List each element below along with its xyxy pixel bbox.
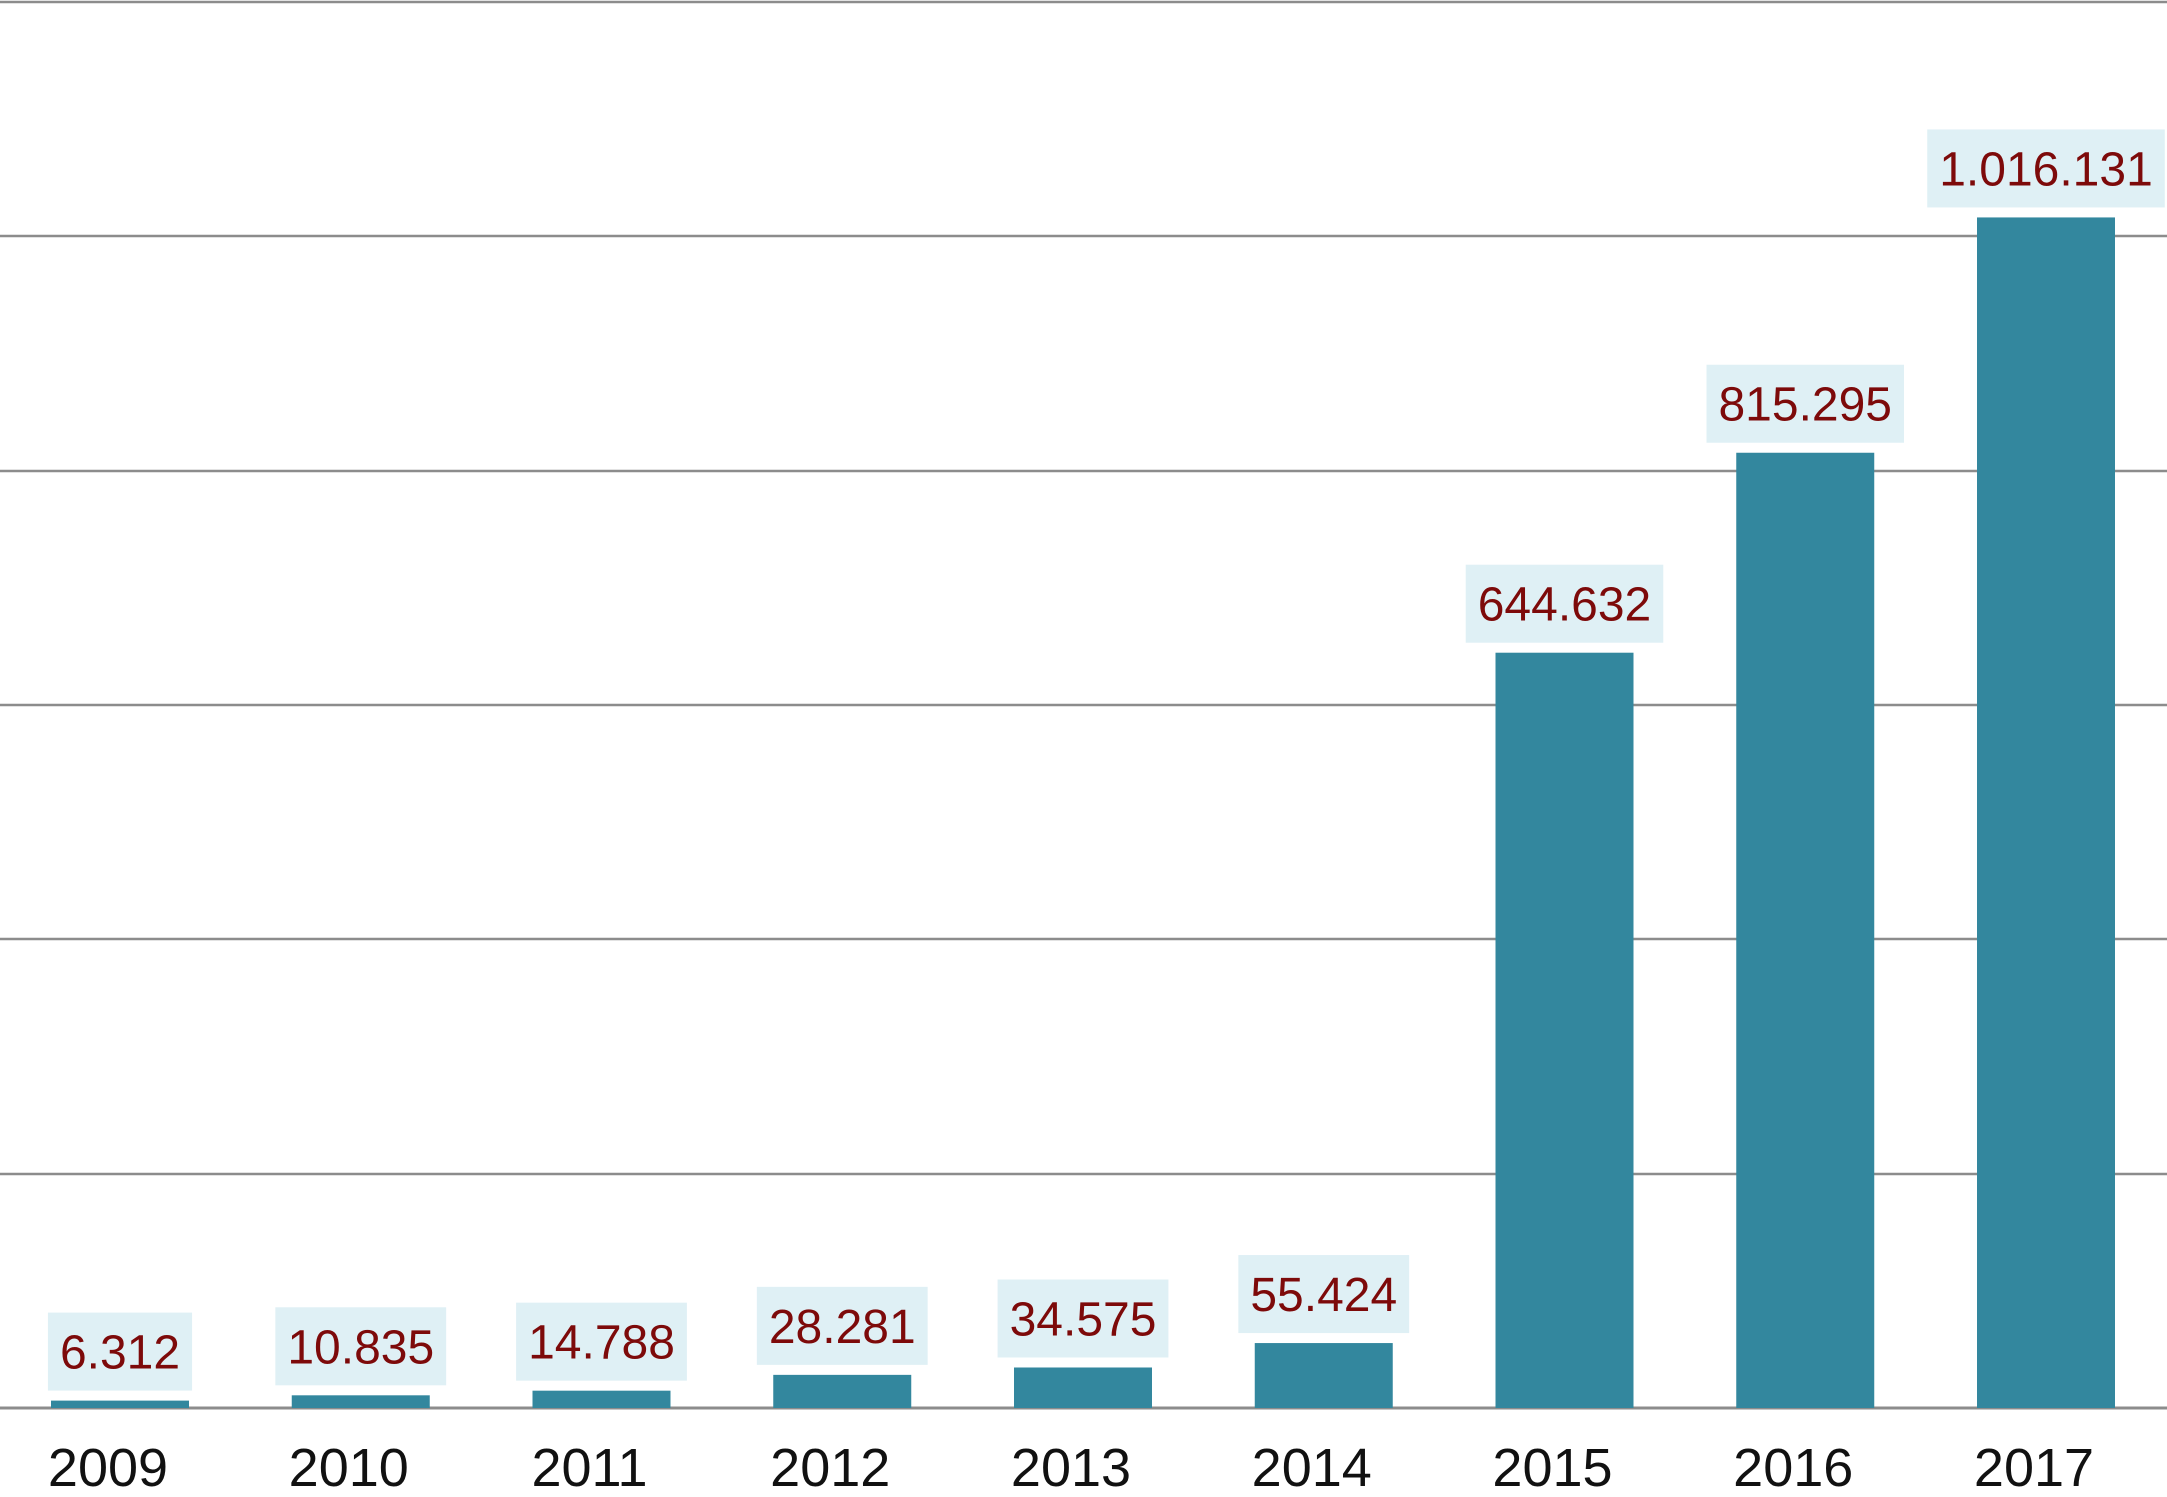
data-label-2017: 1.016.131: [1939, 143, 2153, 196]
bar-2016: [1736, 452, 1875, 1408]
data-label-2013: 34.575: [1010, 1293, 1157, 1346]
data-label-background-2015: [1465, 564, 1664, 643]
data-label-2012: 28.281: [769, 1301, 916, 1354]
data-label-background-2016: [1706, 364, 1905, 443]
bar-2017: [1977, 217, 2115, 1408]
data-label-2016: 815.295: [1718, 379, 1892, 432]
x-axis-tick-labels: 2009 2010 2011 2012 2013 2014 2015 2016 2017: [48, 1438, 2094, 1497]
x-tick-label-2014: 2014: [1252, 1438, 1372, 1497]
bar-2011: [532, 1390, 671, 1408]
data-label-background-2009: [47, 1312, 193, 1391]
bar-2010: [291, 1395, 430, 1408]
x-tick-label-2015: 2015: [1492, 1438, 1612, 1497]
x-tick-label-2016: 2016: [1733, 1438, 1853, 1497]
data-label-background-2017: [1927, 129, 2165, 208]
bar-2013: [1014, 1367, 1152, 1408]
data-label-background-2014: [1238, 1255, 1410, 1334]
data-label-background-2010: [275, 1307, 447, 1386]
x-tick-label-2009: 2009: [48, 1438, 168, 1497]
bar-2009: [51, 1400, 189, 1408]
data-label-2010: 10.835: [287, 1321, 434, 1374]
x-tick-label-2012: 2012: [770, 1438, 890, 1497]
data-labels: 6.312 10.835 14.788 28.281 34.575 55.424 644.6…: [47, 129, 2165, 1391]
x-tick-label-2017: 2017: [1974, 1438, 2094, 1497]
data-label-background-2013: [997, 1279, 1169, 1358]
data-label-2015: 644.632: [1478, 579, 1652, 632]
x-tick-label-2010: 2010: [289, 1438, 409, 1497]
x-tick-label-2011: 2011: [531, 1438, 647, 1497]
data-label-2011: 14.788: [528, 1317, 675, 1370]
data-label-background-2012: [756, 1286, 928, 1365]
bar-2012: [773, 1374, 912, 1408]
x-tick-label-2013: 2013: [1011, 1438, 1131, 1497]
data-label-background-2011: [516, 1302, 687, 1381]
data-label-2009: 6.312: [60, 1327, 180, 1380]
bar-2015: [1495, 652, 1634, 1408]
bars: [51, 217, 2115, 1408]
bar-2014: [1254, 1343, 1393, 1408]
data-label-2014: 55.424: [1250, 1269, 1397, 1322]
